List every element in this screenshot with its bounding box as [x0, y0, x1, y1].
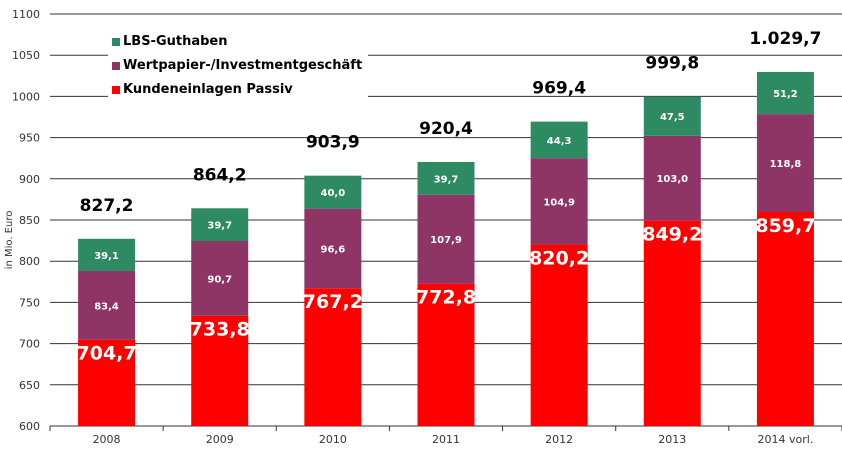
y-tick-label: 750 [19, 296, 40, 309]
bar-segment [530, 158, 588, 245]
y-tick-label: 1050 [12, 49, 40, 62]
x-tick-label: 2013 [658, 433, 686, 446]
x-tick-label: 2009 [206, 433, 234, 446]
legend-swatch [112, 62, 120, 70]
legend-label: Wertpapier-/Investmentgeschäft [123, 58, 363, 73]
x-tick-label: 2012 [545, 433, 573, 446]
total-label: 969,4 [532, 79, 586, 99]
data-label: 733,8 [190, 319, 250, 341]
data-label: 859,7 [755, 215, 815, 237]
total-label: 920,4 [419, 119, 473, 139]
data-label: 118,8 [770, 159, 802, 170]
x-tick-label: 2011 [432, 433, 460, 446]
data-label: 767,2 [303, 291, 363, 313]
data-label: 90,7 [207, 274, 232, 285]
data-label: 40,0 [321, 188, 346, 199]
y-tick-label: 850 [19, 214, 40, 227]
bar-segment [643, 96, 701, 136]
total-label: 1.029,7 [749, 29, 821, 49]
data-label: 103,0 [656, 174, 688, 185]
x-tick-label: 2010 [319, 433, 347, 446]
y-tick-label: 900 [19, 173, 40, 186]
legend: LBS-Guthaben Wertpapier-/Investmentgeschä… [108, 28, 369, 106]
total-label: 903,9 [306, 133, 360, 153]
legend-item: LBS-Guthaben [112, 30, 362, 54]
data-label: 104,9 [543, 197, 575, 208]
data-label: 704,7 [77, 343, 137, 365]
bar-segment [417, 283, 475, 426]
y-tick-label: 600 [19, 420, 40, 433]
data-label: 51,2 [773, 89, 798, 100]
data-label: 849,2 [642, 224, 702, 246]
bar-segment [756, 71, 814, 115]
y-tick-label: 1000 [12, 90, 40, 103]
total-label: 827,2 [80, 196, 134, 216]
bar-segment [643, 135, 701, 221]
bar-segment [304, 175, 362, 209]
y-tick-label: 800 [19, 255, 40, 268]
x-tick-label: 2014 vorl. [758, 433, 814, 446]
y-tick-label: 950 [19, 132, 40, 145]
legend-swatch [112, 86, 120, 94]
y-tick-label: 1100 [12, 8, 40, 21]
legend-swatch [112, 38, 120, 46]
bar-segment [78, 271, 136, 340]
bar-segment [756, 114, 814, 213]
bar-segment [191, 208, 249, 242]
data-label: 39,7 [434, 174, 459, 185]
legend-item: Kundeneinlagen Passiv [112, 78, 362, 102]
total-label: 864,2 [193, 165, 247, 185]
data-label: 96,6 [321, 244, 346, 255]
data-label: 772,8 [416, 287, 476, 309]
data-label: 47,5 [660, 112, 685, 123]
data-label: 39,1 [94, 251, 119, 262]
bar-segment [191, 315, 249, 426]
bar-segment [417, 161, 475, 195]
bar-segment [78, 238, 136, 272]
legend-label: Kundeneinlagen Passiv [123, 82, 293, 97]
bar-segment [304, 208, 362, 289]
bar-segment [643, 220, 701, 426]
data-label: 820,2 [529, 248, 589, 270]
y-axis-label: in Mio. Euro [4, 211, 15, 270]
data-label: 83,4 [94, 301, 119, 312]
bar-segment [756, 212, 814, 426]
bar-segment [191, 241, 249, 316]
legend-item: Wertpapier-/Investmentgeschäft [112, 54, 362, 78]
data-label: 107,9 [430, 235, 462, 246]
bar-segment [417, 194, 475, 284]
bar-segment [78, 339, 136, 426]
y-tick-label: 700 [19, 338, 40, 351]
y-tick-label: 650 [19, 379, 40, 392]
data-label: 44,3 [547, 136, 572, 147]
bar-segment [530, 244, 588, 426]
bar-segment [530, 121, 588, 159]
legend-label: LBS-Guthaben [123, 34, 228, 49]
data-label: 39,7 [207, 221, 232, 232]
total-label: 999,8 [645, 54, 699, 74]
x-tick-label: 2008 [93, 433, 121, 446]
bar-segment [304, 288, 362, 426]
